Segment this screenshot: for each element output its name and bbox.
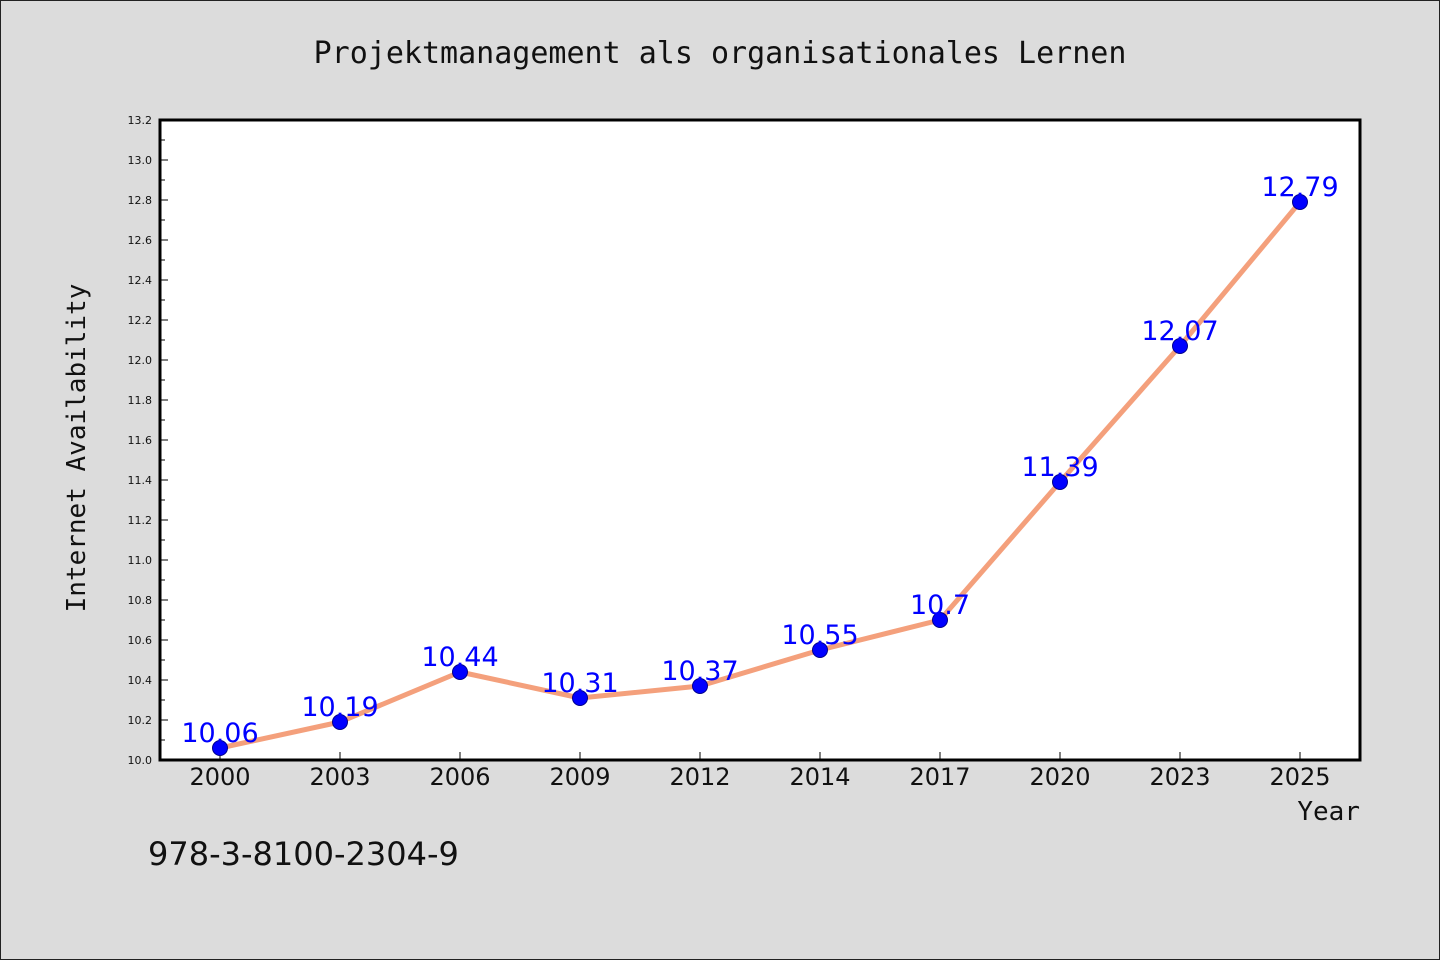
data-label: 10.37 [661, 656, 738, 687]
isbn-footer: 978-3-8100-2304-9 [148, 835, 459, 873]
x-tick-label: 2014 [789, 763, 850, 791]
y-tick-label: 13.2 [128, 114, 153, 127]
x-tick-label: 2003 [309, 763, 370, 791]
data-point [572, 690, 588, 706]
x-tick-label: 2009 [549, 763, 610, 791]
data-markers [212, 194, 1308, 756]
data-point [692, 678, 708, 694]
y-tick-label: 10.6 [128, 634, 153, 647]
y-tick-label: 10.2 [128, 714, 153, 727]
y-tick-label: 11.2 [128, 514, 153, 527]
x-tick-label: 2006 [429, 763, 490, 791]
data-point [452, 664, 468, 680]
plot-area [158, 118, 1362, 762]
y-tick-label: 11.6 [128, 434, 153, 447]
x-tick-label: 2000 [189, 763, 250, 791]
y-tick-label: 10.4 [128, 674, 153, 687]
data-label: 10.31 [541, 668, 618, 699]
y-tick-label: 10.0 [128, 754, 153, 767]
data-point [1292, 194, 1308, 210]
data-label: 11.39 [1021, 452, 1098, 483]
x-tick-label: 2020 [1029, 763, 1090, 791]
y-tick-label: 12.8 [128, 194, 153, 207]
data-label: 10.7 [910, 590, 970, 621]
y-tick-label: 12.6 [128, 234, 153, 247]
data-label: 10.19 [301, 692, 378, 723]
x-tick-label: 2017 [909, 763, 970, 791]
y-tick-label: 12.2 [128, 314, 153, 327]
data-point [1052, 474, 1068, 490]
y-tick-label: 11.8 [128, 394, 153, 407]
y-tick-label: 11.4 [128, 474, 153, 487]
data-point [332, 714, 348, 730]
data-label: 12.07 [1141, 316, 1218, 347]
data-label: 10.44 [421, 642, 498, 673]
chart-title: Projektmanagement als organisationales L… [314, 36, 1127, 71]
data-point [212, 740, 228, 756]
y-tick-label: 12.0 [128, 354, 153, 367]
y-tick-label: 12.4 [128, 274, 153, 287]
data-label: 10.06 [181, 718, 258, 749]
data-labels: 10.06 10.19 10.44 10.31 10.37 10.55 10.7 11.39 1… [181, 172, 1338, 749]
data-point [812, 642, 828, 658]
y-axis-label: Internet Availability [62, 284, 92, 613]
x-tick-label: 2025 [1269, 763, 1330, 791]
y-tick-label: 11.0 [128, 554, 153, 567]
x-axis-label: Year [1297, 797, 1360, 827]
x-tick-label: 2012 [669, 763, 730, 791]
data-label: 10.55 [781, 620, 858, 651]
series-line [219, 200, 1302, 751]
x-axis-ticks: 2000 2003 2006 2009 2012 2014 2017 2020 2023 2025 [189, 752, 1331, 791]
data-point [932, 612, 948, 628]
y-axis-ticks: 10.0 10.2 10.4 10.6 10.8 11.0 11.2 11.4 11.6 11.8… [128, 114, 168, 767]
y-tick-label: 10.8 [128, 594, 153, 607]
data-label: 12.79 [1261, 172, 1338, 203]
data-point [1172, 338, 1188, 354]
y-tick-label: 13.0 [128, 154, 153, 167]
x-tick-label: 2023 [1149, 763, 1210, 791]
